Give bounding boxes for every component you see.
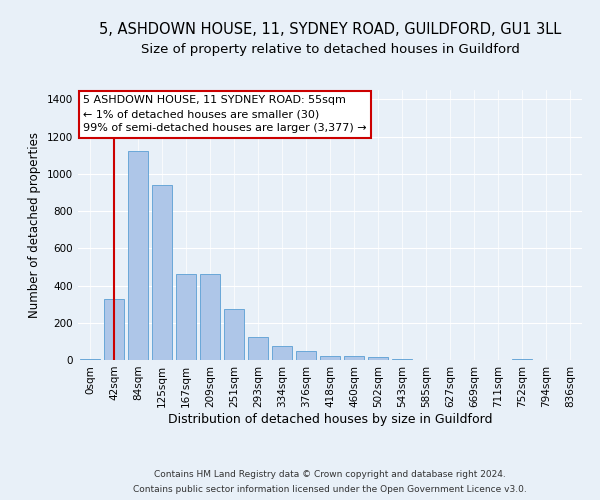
Bar	[104, 298, 124, 360]
Bar	[344, 356, 364, 360]
Bar	[176, 274, 196, 360]
Text: Size of property relative to detached houses in Guildford: Size of property relative to detached ho…	[140, 42, 520, 56]
Bar	[368, 357, 388, 360]
Bar	[152, 185, 172, 360]
Bar	[128, 152, 148, 360]
Bar	[200, 274, 220, 360]
Text: Distribution of detached houses by size in Guildford: Distribution of detached houses by size …	[168, 412, 492, 426]
Bar	[392, 359, 412, 360]
Text: Contains HM Land Registry data © Crown copyright and database right 2024.: Contains HM Land Registry data © Crown c…	[154, 470, 506, 479]
Bar	[80, 359, 100, 360]
Text: Contains public sector information licensed under the Open Government Licence v3: Contains public sector information licen…	[133, 485, 527, 494]
Bar	[320, 356, 340, 360]
Y-axis label: Number of detached properties: Number of detached properties	[28, 132, 41, 318]
Bar	[296, 350, 316, 360]
Bar	[224, 309, 244, 360]
Text: 5, ASHDOWN HOUSE, 11, SYDNEY ROAD, GUILDFORD, GU1 3LL: 5, ASHDOWN HOUSE, 11, SYDNEY ROAD, GUILD…	[99, 22, 561, 38]
Bar	[272, 346, 292, 360]
Bar	[512, 359, 532, 360]
Text: 5 ASHDOWN HOUSE, 11 SYDNEY ROAD: 55sqm
← 1% of detached houses are smaller (30)
: 5 ASHDOWN HOUSE, 11 SYDNEY ROAD: 55sqm ←…	[83, 96, 367, 134]
Bar	[248, 336, 268, 360]
